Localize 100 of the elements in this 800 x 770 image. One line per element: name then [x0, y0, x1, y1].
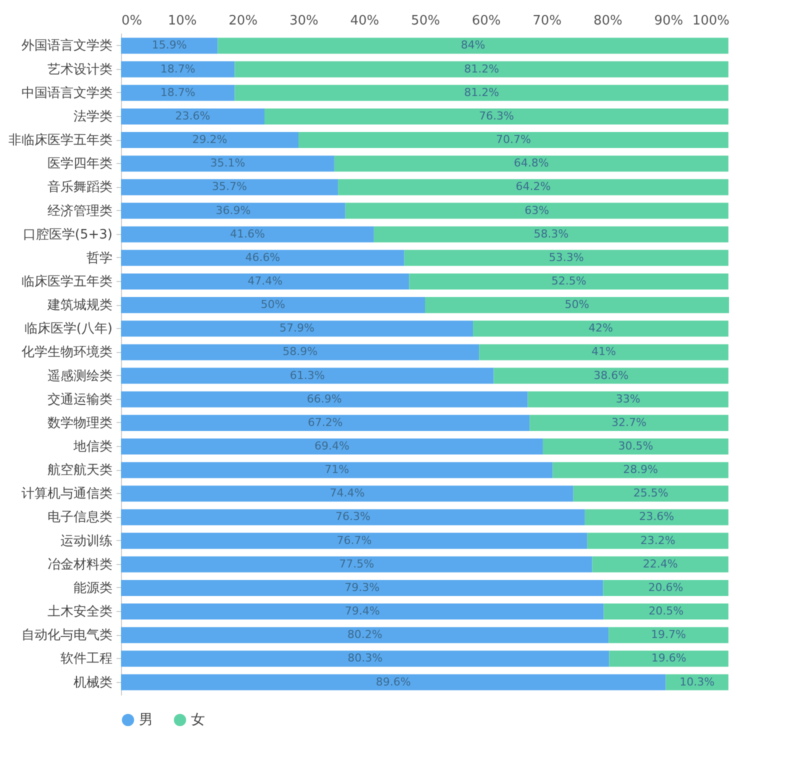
bar — [542, 438, 728, 455]
y-tick-label: 计算机与通信类 — [22, 486, 112, 502]
data-label: 80.2% — [347, 628, 382, 642]
bar — [121, 627, 609, 644]
data-label: 32.7% — [612, 416, 646, 429]
data-label: 52.5% — [551, 274, 586, 288]
bar — [121, 532, 588, 549]
data-label: 19.6% — [651, 652, 686, 665]
bar — [530, 414, 728, 431]
data-label: 66.9% — [306, 392, 342, 406]
bar — [121, 84, 235, 101]
data-label: 64.2% — [516, 180, 551, 194]
x-tick-label: 20% — [228, 14, 258, 28]
bar — [494, 368, 728, 384]
data-label: 15.9% — [152, 38, 187, 52]
y-tick-label: 临床医学五年类 — [22, 274, 112, 290]
bar — [338, 179, 728, 196]
x-tick-label: 80% — [593, 14, 622, 28]
y-tick-label: 机械类 — [74, 675, 112, 690]
bar — [121, 438, 543, 455]
bar — [374, 226, 728, 242]
bar — [121, 38, 218, 54]
bar — [584, 509, 728, 526]
y-tick-label: 非临床医学五年类 — [8, 133, 112, 148]
y-tick-label: 运动训练 — [60, 534, 112, 549]
x-tick-label: 100% — [692, 14, 730, 28]
bar — [121, 61, 235, 78]
data-label: 67.2% — [308, 416, 343, 429]
data-label: 20.5% — [648, 604, 684, 618]
bar — [604, 604, 728, 620]
bar — [264, 108, 728, 124]
y-tick-label: 地信类 — [72, 440, 112, 455]
bar — [121, 202, 346, 219]
bar — [234, 61, 728, 78]
data-label: 80.3% — [348, 652, 383, 665]
x-tick-label: 10% — [168, 14, 197, 28]
data-label: 23.2% — [640, 534, 676, 547]
bar — [121, 650, 610, 667]
x-tick-label: 70% — [532, 14, 562, 28]
bar — [552, 462, 728, 478]
data-label: 70.7% — [496, 133, 531, 146]
y-tick-label: 中国语言文学类 — [22, 84, 112, 101]
y-tick-label: 法学类 — [74, 109, 112, 124]
data-label: 35.1% — [210, 156, 246, 170]
y-tick-label: 电子信息类 — [48, 510, 112, 526]
data-label: 41% — [592, 345, 616, 358]
data-label: 61.3% — [290, 368, 325, 382]
data-label: 47.4% — [248, 274, 283, 288]
y-tick-label: 艺术设计类 — [48, 62, 112, 78]
bar — [121, 273, 410, 290]
data-label: 23.6% — [639, 510, 674, 524]
bar — [121, 179, 338, 196]
data-label: 71% — [324, 463, 350, 476]
bar — [121, 604, 604, 620]
y-tick-label: 软件工程 — [60, 652, 112, 667]
bar — [298, 132, 728, 148]
x-tick-label: 90% — [654, 14, 684, 28]
data-label: 76.7% — [336, 534, 372, 547]
data-label: 20.6% — [648, 580, 684, 594]
bar — [603, 580, 728, 596]
y-tick-label: 化学生物环境类 — [22, 344, 112, 360]
data-label: 35.7% — [212, 180, 248, 194]
data-label: 18.7% — [160, 62, 196, 76]
bar — [609, 650, 728, 667]
data-label: 53.3% — [548, 250, 584, 264]
data-label: 19.7% — [651, 628, 686, 642]
bar — [345, 202, 728, 219]
y-tick-label: 数学物理类 — [48, 416, 112, 431]
data-label: 10.3% — [680, 675, 715, 688]
bar — [121, 250, 404, 266]
x-tick-label: 40% — [350, 14, 380, 28]
y-tick-label: 冶金材料类 — [48, 557, 112, 572]
data-label: 81.2% — [464, 86, 500, 99]
data-label: 23.6% — [175, 109, 210, 122]
data-label: 57.9% — [280, 322, 314, 335]
y-tick-label: 土木安全类 — [48, 604, 112, 620]
data-label: 30.5% — [618, 440, 654, 453]
y-tick-label: 哲学 — [86, 250, 112, 266]
bar — [234, 84, 728, 101]
bar — [121, 580, 604, 596]
x-tick-label: 30% — [289, 14, 318, 28]
bar — [218, 38, 728, 54]
bar — [592, 556, 728, 572]
bar — [121, 108, 264, 124]
y-tick-label: 能源类 — [74, 580, 112, 596]
y-tick-label: 航空航天类 — [48, 463, 112, 478]
data-label: 58.3% — [534, 227, 569, 240]
bar — [121, 297, 425, 314]
bar — [587, 532, 728, 549]
x-tick-label: 60% — [472, 14, 501, 28]
data-label: 64.8% — [514, 156, 549, 170]
data-label: 58.9% — [282, 345, 318, 358]
data-label: 38.6% — [594, 368, 629, 382]
data-label: 22.4% — [642, 557, 678, 570]
data-label: 29.2% — [192, 133, 228, 146]
bar — [404, 250, 728, 266]
bar — [121, 368, 494, 384]
bar — [334, 156, 728, 172]
data-label: 81.2% — [464, 62, 500, 76]
y-tick-label: 临床医学(八年) — [24, 322, 112, 337]
